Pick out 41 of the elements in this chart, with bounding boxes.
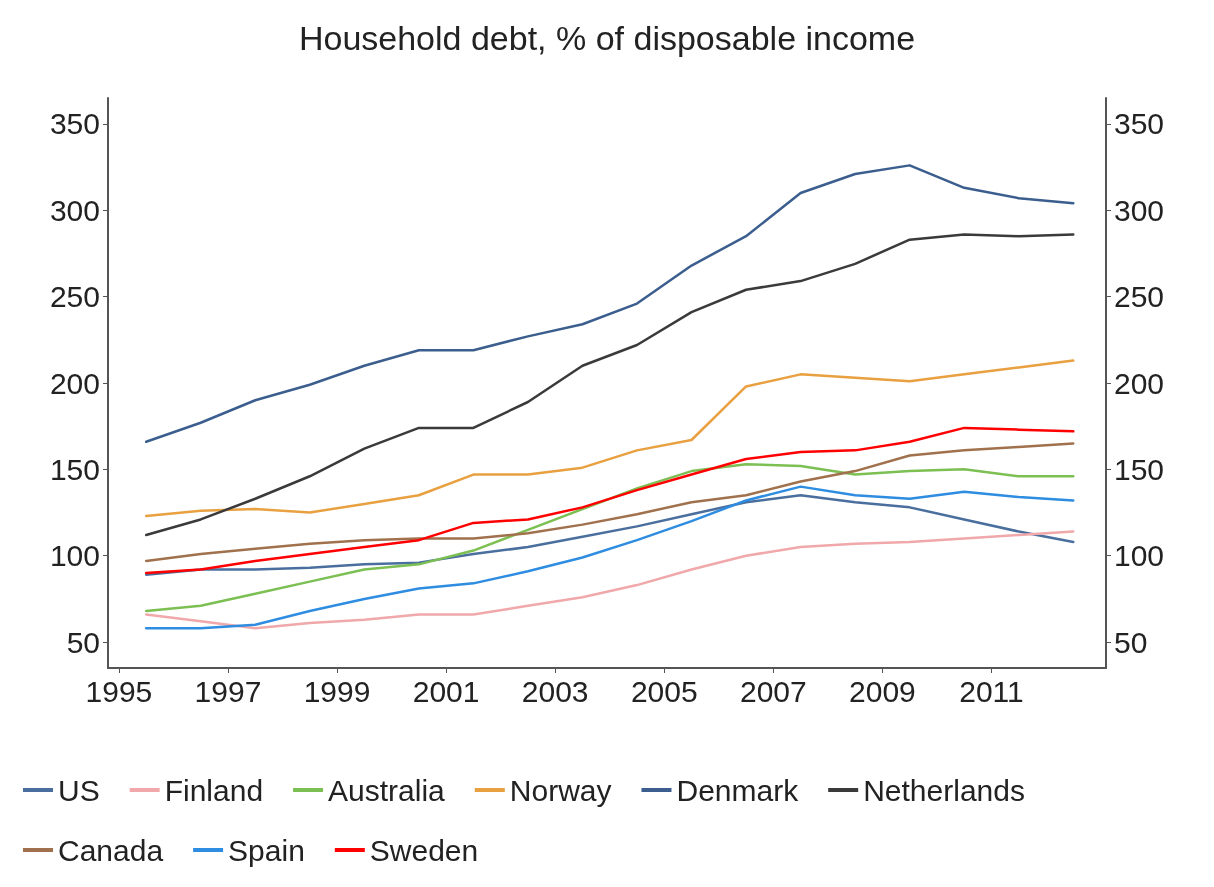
y-tick-label: 50 xyxy=(66,625,100,659)
legend-label: Netherlands xyxy=(863,773,1025,807)
chart-title: Household debt, % of disposable income xyxy=(298,19,916,57)
line-series xyxy=(144,164,1075,443)
x-tick-label: 2001 xyxy=(412,674,480,708)
y2-tick-label: 100 xyxy=(1114,539,1165,573)
y2-tick-label: 300 xyxy=(1114,193,1165,227)
line-series xyxy=(144,233,1075,537)
x-tick-label: 2007 xyxy=(739,674,807,708)
y-tick-label: 300 xyxy=(49,193,100,227)
x-tick-label: 1999 xyxy=(303,674,371,708)
line-series xyxy=(144,462,1075,613)
x-tick-label: 2003 xyxy=(521,674,589,708)
x-tick-label: 1997 xyxy=(194,674,262,708)
y2-tick-label: 250 xyxy=(1114,280,1165,314)
legend-label: US xyxy=(58,773,100,807)
legend-label: Denmark xyxy=(676,773,800,807)
legend-label: Sweden xyxy=(369,833,479,867)
y-tick-label: 150 xyxy=(49,452,100,486)
x-tick-label: 2005 xyxy=(630,674,698,708)
legend-label: Canada xyxy=(58,833,164,867)
x-tick-label: 2009 xyxy=(849,674,916,708)
y-tick-label: 200 xyxy=(49,366,100,400)
legend-label: Finland xyxy=(164,773,264,807)
line-series xyxy=(144,485,1075,630)
line-series xyxy=(144,426,1075,575)
y-tick-label: 350 xyxy=(49,107,100,141)
legend-label: Norway xyxy=(509,773,612,807)
legend-label: Australia xyxy=(328,773,446,807)
x-tick-label: 1995 xyxy=(85,674,153,708)
line-series xyxy=(144,530,1075,630)
line-series xyxy=(144,442,1075,563)
y2-tick-label: 350 xyxy=(1114,107,1165,141)
y2-tick-label: 50 xyxy=(1114,625,1148,659)
line-series xyxy=(144,359,1075,518)
y-tick-label: 100 xyxy=(49,539,100,573)
y2-tick-label: 150 xyxy=(1114,452,1165,486)
y2-tick-label: 200 xyxy=(1114,366,1165,400)
legend-label: Spain xyxy=(228,833,305,867)
x-tick-label: 2011 xyxy=(959,674,1024,708)
y-tick-label: 250 xyxy=(49,280,100,314)
